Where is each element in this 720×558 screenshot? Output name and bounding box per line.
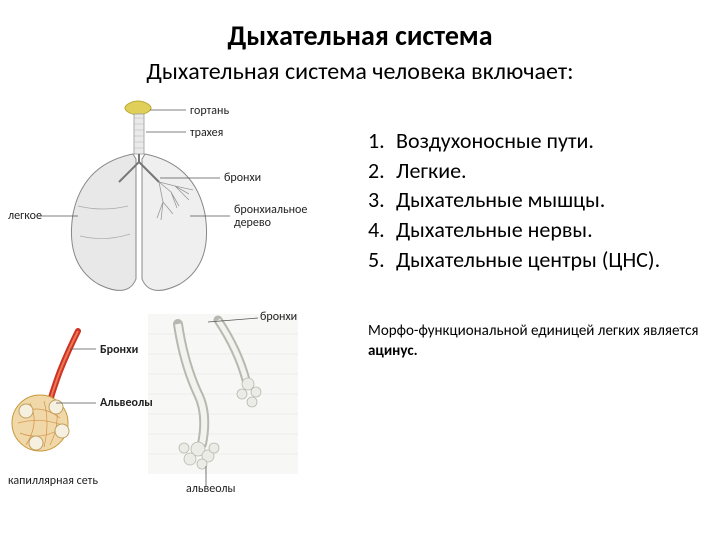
bronchi-alveoli-micro-icon [148, 314, 298, 486]
list-number: 4. [368, 215, 396, 245]
page-title: Дыхательная система [0, 18, 720, 53]
text-column: 1. Воздухоносные пути. 2. Легкие. 3. Дых… [348, 96, 712, 496]
list-item: 2. Легкие. [368, 156, 712, 186]
list-item: 3. Дыхательные мышцы. [368, 185, 712, 215]
list-number: 5. [368, 245, 396, 275]
footnote: Морфо-функциональной единицей легких явл… [368, 322, 712, 361]
list-item: 4. Дыхательные нервы. [368, 215, 712, 245]
trachea-icon [134, 114, 144, 154]
lungs-icon [71, 154, 206, 290]
page-subtitle: Дыхательная система человека включает: [0, 57, 720, 86]
content-row: гортань трахея бронхи бронхиальное дерев… [0, 96, 720, 496]
label-lung: легкое [8, 209, 48, 223]
footnote-bold: ацинус. [368, 342, 418, 360]
list-number: 2. [368, 156, 396, 186]
list-number: 1. [368, 126, 396, 156]
label-alveoli: альвеолы [186, 482, 235, 496]
list-number: 3. [368, 185, 396, 215]
label-bronchial-tree: бронхиальное дерево [234, 204, 324, 230]
anatomy-svg [8, 96, 348, 496]
list-item: 1. Воздухоносные пути. [368, 126, 712, 156]
numbered-list: 1. Воздухоносные пути. 2. Легкие. 3. Дых… [368, 126, 712, 274]
capillary-alveoli-icon [12, 331, 96, 451]
anatomy-diagram: гортань трахея бронхи бронхиальное дерев… [8, 96, 348, 496]
list-text: Дыхательные центры (ЦНС). [396, 245, 712, 275]
list-text: Воздухоносные пути. [396, 126, 712, 156]
larynx-icon [125, 101, 151, 115]
label-capillary-net: капиллярная сеть [8, 474, 98, 488]
label-trachea: трахея [190, 126, 223, 140]
label-bronchus-bold: Бронхи [100, 343, 138, 357]
list-text: Дыхательные нервы. [396, 215, 712, 245]
list-text: Легкие. [396, 156, 712, 186]
diagram-column: гортань трахея бронхи бронхиальное дерев… [8, 96, 348, 496]
list-text: Дыхательные мышцы. [396, 185, 712, 215]
label-larynx: гортань [190, 104, 229, 118]
list-item: 5. Дыхательные центры (ЦНС). [368, 245, 712, 275]
footnote-prefix: Морфо-функциональной единицей легких явл… [368, 322, 699, 340]
label-bronchi2: бронхи [260, 310, 297, 324]
label-bronchi: бронхи [224, 171, 261, 185]
label-alveoli-bold: Альвеолы [100, 396, 153, 410]
